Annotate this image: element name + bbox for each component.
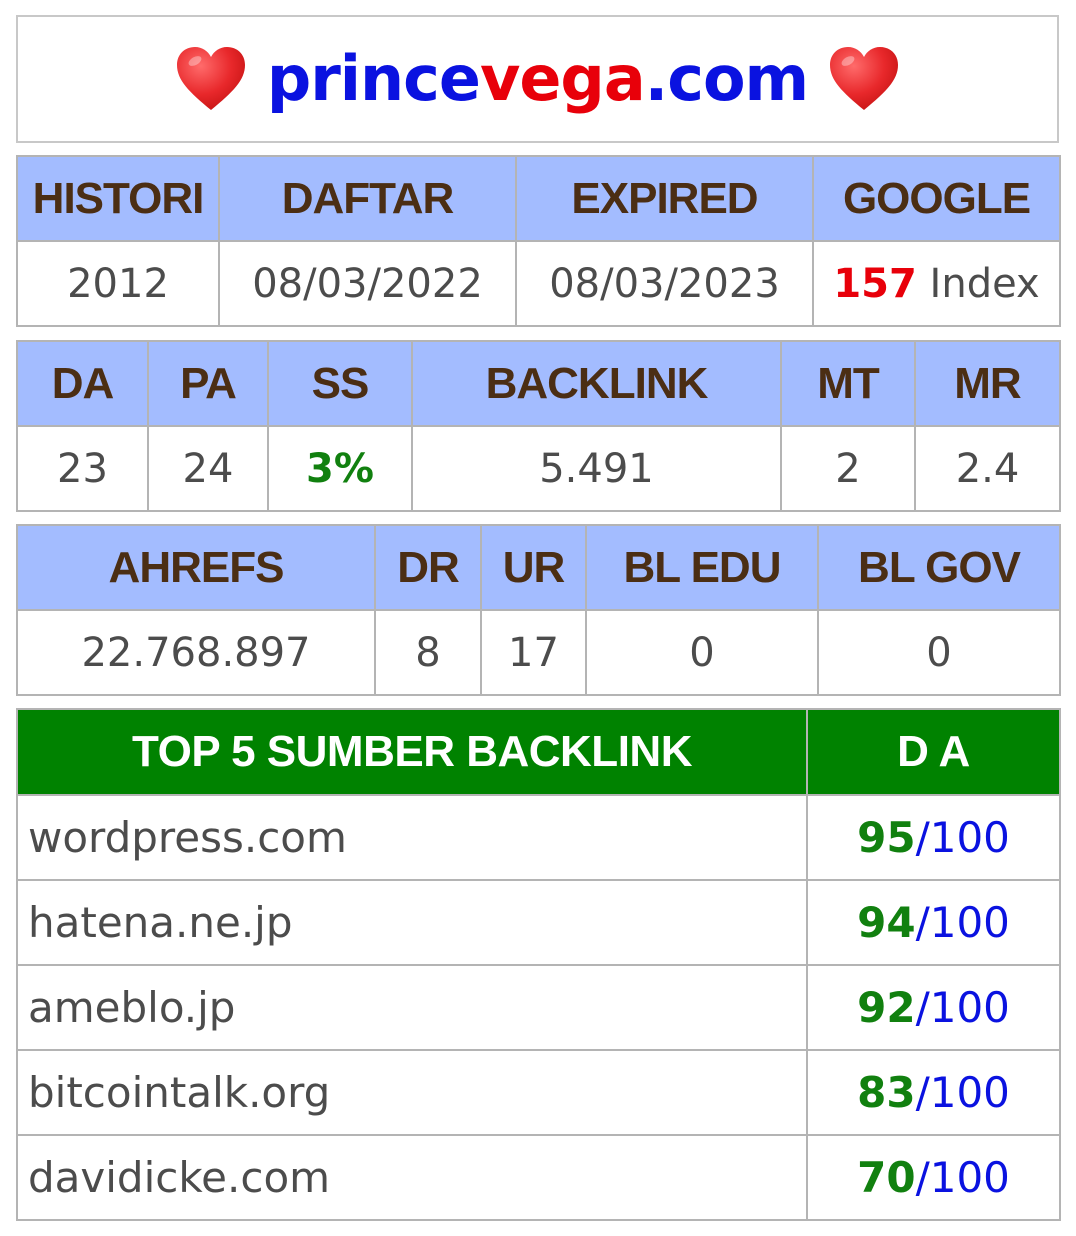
score-separator: /	[915, 983, 930, 1032]
ahrefs-value: 22.768.897	[16, 609, 376, 696]
table-row: ameblo.jp 92/100	[16, 964, 1061, 1051]
score-da: 92	[857, 983, 916, 1032]
backlink-score: 92/100	[806, 964, 1061, 1051]
table-row: hatena.ne.jp 94/100	[16, 879, 1061, 966]
header-google: GOOGLE	[812, 155, 1061, 242]
table-row: 23 24 3% 5.491 2 2.4	[16, 425, 1061, 512]
top-backlinks-table: TOP 5 SUMBER BACKLINK D A wordpress.com …	[16, 708, 1061, 1221]
backlink-value: 5.491	[411, 425, 782, 512]
table-header-row: TOP 5 SUMBER BACKLINK D A	[16, 708, 1061, 796]
table-row: 2012 08/03/2022 08/03/2023 157 Index	[16, 240, 1061, 327]
backlink-score: 94/100	[806, 879, 1061, 966]
header-pa: PA	[147, 340, 269, 427]
header-bl-edu: BL EDU	[585, 524, 819, 611]
header-da: DA	[16, 340, 149, 427]
score-da: 95	[857, 813, 916, 862]
backlink-source: bitcointalk.org	[16, 1049, 808, 1136]
daftar-value: 08/03/2022	[218, 240, 517, 327]
backlink-source: wordpress.com	[16, 794, 808, 881]
table-header-row: HISTORI DAFTAR EXPIRED GOOGLE	[16, 155, 1061, 242]
header-dr: DR	[374, 524, 482, 611]
bl-edu-value: 0	[585, 609, 819, 696]
pa-value: 24	[147, 425, 269, 512]
score-max: 100	[929, 898, 1010, 947]
mt-value: 2	[780, 425, 916, 512]
heart-icon	[830, 47, 899, 110]
table-header-row: AHREFS DR UR BL EDU BL GOV	[16, 524, 1061, 611]
header-bl-gov: BL GOV	[817, 524, 1061, 611]
title-inner: princevega.com	[175, 46, 900, 112]
score-separator: /	[915, 1153, 930, 1202]
header-ur: UR	[480, 524, 587, 611]
bl-gov-value: 0	[817, 609, 1061, 696]
moz-metrics-table: DA PA SS BACKLINK MT MR 23 24 3% 5.491 2…	[16, 340, 1061, 512]
expired-value: 08/03/2023	[515, 240, 814, 327]
header-ss: SS	[267, 340, 413, 427]
score-da: 70	[857, 1153, 916, 1202]
domain-history-table: HISTORI DAFTAR EXPIRED GOOGLE 2012 08/03…	[16, 155, 1061, 327]
score-da: 94	[857, 898, 916, 947]
score-da: 83	[857, 1068, 916, 1117]
header-expired: EXPIRED	[515, 155, 814, 242]
backlink-score: 70/100	[806, 1134, 1061, 1221]
score-separator: /	[915, 813, 930, 862]
header-daftar: DAFTAR	[218, 155, 517, 242]
score-max: 100	[929, 813, 1010, 862]
title-banner: princevega.com	[16, 15, 1059, 143]
dr-value: 8	[374, 609, 482, 696]
heart-icon	[176, 47, 245, 110]
table-row: wordpress.com 95/100	[16, 794, 1061, 881]
header-backlink: BACKLINK	[411, 340, 782, 427]
ur-value: 17	[480, 609, 587, 696]
header-mt: MT	[780, 340, 916, 427]
table-row: bitcointalk.org 83/100	[16, 1049, 1061, 1136]
table-row: davidicke.com 70/100	[16, 1134, 1061, 1221]
mr-value: 2.4	[914, 425, 1061, 512]
table-row: 22.768.897 8 17 0 0	[16, 609, 1061, 696]
domain-part-prince: prince	[266, 42, 481, 115]
backlink-score: 83/100	[806, 1049, 1061, 1136]
header-histori: HISTORI	[16, 155, 220, 242]
histori-value: 2012	[16, 240, 220, 327]
score-max: 100	[929, 1068, 1010, 1117]
score-max: 100	[929, 1153, 1010, 1202]
header-top-sources: TOP 5 SUMBER BACKLINK	[16, 708, 808, 796]
header-source-da: D A	[806, 708, 1061, 796]
backlink-score: 95/100	[806, 794, 1061, 881]
score-separator: /	[915, 898, 930, 947]
ss-value: 3%	[267, 425, 413, 512]
header-ahrefs: AHREFS	[16, 524, 376, 611]
da-value: 23	[16, 425, 149, 512]
domain-title: princevega.com	[267, 48, 809, 110]
google-value: 157 Index	[812, 240, 1061, 327]
google-index-count: 157	[833, 260, 917, 307]
backlink-source: ameblo.jp	[16, 964, 808, 1051]
score-max: 100	[929, 983, 1010, 1032]
table-header-row: DA PA SS BACKLINK MT MR	[16, 340, 1061, 427]
domain-part-vega: vega	[479, 42, 646, 115]
spam-score: 3%	[306, 445, 374, 492]
header-mr: MR	[914, 340, 1061, 427]
backlink-source: davidicke.com	[16, 1134, 808, 1221]
google-index-label: Index	[916, 260, 1040, 307]
domain-part-tld: .com	[644, 42, 810, 115]
score-separator: /	[915, 1068, 930, 1117]
ahrefs-metrics-table: AHREFS DR UR BL EDU BL GOV 22.768.897 8 …	[16, 524, 1061, 696]
backlink-source: hatena.ne.jp	[16, 879, 808, 966]
